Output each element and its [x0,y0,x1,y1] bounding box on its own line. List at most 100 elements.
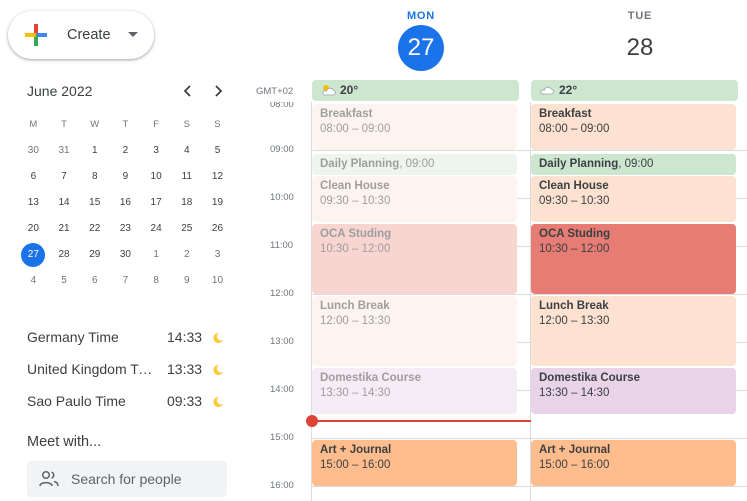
mini-day-today[interactable]: 27 [18,242,49,268]
event-tue-breakfast[interactable]: Breakfast 08:00 – 09:00 [531,104,736,150]
event-tue-clean-house[interactable]: Clean House 09:30 – 10:30 [531,176,736,222]
time-grid: 08:00 09:00 10:00 11:00 12:00 13:00 14:00 15:00… [256,102,747,501]
mini-day-number: 22 [89,223,101,234]
mini-day[interactable]: 11 [171,164,202,190]
event-mon-oca-studing[interactable]: OCA Studing 10:30 – 12:00 [312,224,517,294]
mini-day-number: 7 [61,171,67,182]
mini-day[interactable]: 23 [110,216,141,242]
mini-day[interactable]: 16 [110,190,141,216]
weather-chip-mon[interactable]: 20° [312,80,519,101]
event-tue-art-journal[interactable]: Art + Journal 15:00 – 16:00 [531,440,736,486]
mini-day[interactable]: 22 [79,216,110,242]
mini-day[interactable]: 20 [18,216,49,242]
mini-day-number: 30 [119,249,131,260]
mini-day[interactable]: 21 [49,216,80,242]
search-people-input[interactable]: Search for people [27,461,227,497]
mini-day[interactable]: 3 [141,138,172,164]
mini-day-number: 5 [61,275,67,286]
event-tue-daily-planning[interactable]: Daily Planning, 09:00 [531,154,736,175]
mini-day[interactable]: 30 [18,138,49,164]
mini-day-number: 3 [153,145,159,156]
mini-day[interactable]: 5 [202,138,233,164]
event-tue-lunch-break[interactable]: Lunch Break 12:00 – 13:30 [531,296,736,366]
mini-day[interactable]: 9 [110,164,141,190]
mini-day[interactable]: 2 [110,138,141,164]
mini-day[interactable]: 30 [110,242,141,268]
mini-day[interactable]: 1 [79,138,110,164]
day-of-week: TUE [627,10,653,22]
mini-day[interactable]: 31 [49,138,80,164]
mini-day-number: 28 [58,249,70,260]
mini-day[interactable]: 12 [202,164,233,190]
sun-cloud-icon [322,85,336,96]
next-month-button[interactable] [207,80,229,102]
mini-day[interactable]: 7 [49,164,80,190]
mini-day[interactable]: 26 [202,216,233,242]
event-mon-breakfast[interactable]: Breakfast 08:00 – 09:00 [312,104,517,150]
event-time: , 09:00 [618,158,654,170]
time-zone-name: Sao Paulo Time [27,393,126,409]
event-title: OCA Studing [539,228,611,240]
weather-chip-tue[interactable]: 22° [531,80,738,101]
hour-gridline [311,390,747,391]
mini-day[interactable]: 29 [79,242,110,268]
prev-month-button[interactable] [177,80,199,102]
mini-day[interactable]: 14 [49,190,80,216]
moon-icon [213,332,223,343]
mini-day[interactable]: 6 [18,164,49,190]
mini-day[interactable]: 13 [18,190,49,216]
mini-day-number: 23 [119,223,131,234]
mini-day[interactable]: 10 [202,268,233,294]
event-title: Lunch Break [539,300,609,312]
event-tue-domestika-course[interactable]: Domestika Course 13:30 – 14:30 [531,368,736,414]
mini-day[interactable]: 28 [49,242,80,268]
event-mon-domestika-course[interactable]: Domestika Course 13:30 – 14:30 [312,368,517,414]
event-mon-lunch-break[interactable]: Lunch Break 12:00 – 13:30 [312,296,517,366]
mini-day[interactable]: 6 [79,268,110,294]
event-title: Breakfast [320,108,373,120]
mini-day[interactable]: 2 [171,242,202,268]
mini-day[interactable]: 25 [171,216,202,242]
event-mon-art-journal[interactable]: Art + Journal 15:00 – 16:00 [312,440,517,486]
mini-day[interactable]: 24 [141,216,172,242]
mini-calendar-grid: M T W T F S S 30 31 1 2 3 4 5 6 7 8 9 10 11 12 13 14 15 16 17 18 19… [18,112,233,294]
day-number[interactable]: 28 [626,34,654,61]
mini-day[interactable]: 1 [141,242,172,268]
mini-day[interactable]: 19 [202,190,233,216]
hour-gridline [311,294,747,295]
mini-day[interactable]: 3 [202,242,233,268]
mini-weekday-label: W [90,119,100,130]
people-icon [39,470,59,487]
mini-day-number: 4 [184,145,190,156]
event-mon-daily-planning[interactable]: Daily Planning, 09:00 [312,154,517,175]
day-header-tue[interactable]: TUE 28 [530,10,747,74]
mini-day[interactable]: 9 [171,268,202,294]
create-button[interactable]: Create [8,11,154,59]
day-number[interactable]: 27 [398,25,444,71]
event-time: 09:30 – 10:30 [320,195,391,207]
mini-day[interactable]: 10 [141,164,172,190]
event-time: 08:00 – 09:00 [539,123,610,135]
mini-day[interactable]: 15 [79,190,110,216]
mini-day-number: 10 [150,171,162,182]
mini-day[interactable]: 17 [141,190,172,216]
mini-day[interactable]: 5 [49,268,80,294]
mini-week-row: 30 31 1 2 3 4 5 [18,138,233,164]
event-time: 13:30 – 14:30 [539,387,610,399]
hour-label: 10:00 [270,192,294,203]
mini-day[interactable]: 4 [171,138,202,164]
mini-day[interactable]: 8 [141,268,172,294]
mini-day-number: 31 [58,145,70,156]
mini-week-row: 27 28 29 30 1 2 3 [18,242,233,268]
event-tue-oca-studing[interactable]: OCA Studing 10:30 – 12:00 [531,224,736,294]
mini-day[interactable]: 4 [18,268,49,294]
mini-calendar-title: June 2022 [27,83,93,99]
day-header-mon[interactable]: MON 27 [311,10,531,71]
event-mon-clean-house[interactable]: Clean House 09:30 – 10:30 [312,176,517,222]
mini-day[interactable]: 8 [79,164,110,190]
mini-day[interactable]: 7 [110,268,141,294]
mini-day[interactable]: 18 [171,190,202,216]
hour-gridline [311,198,747,199]
event-time: 08:00 – 09:00 [320,123,391,135]
mini-day-number: 19 [211,197,224,208]
